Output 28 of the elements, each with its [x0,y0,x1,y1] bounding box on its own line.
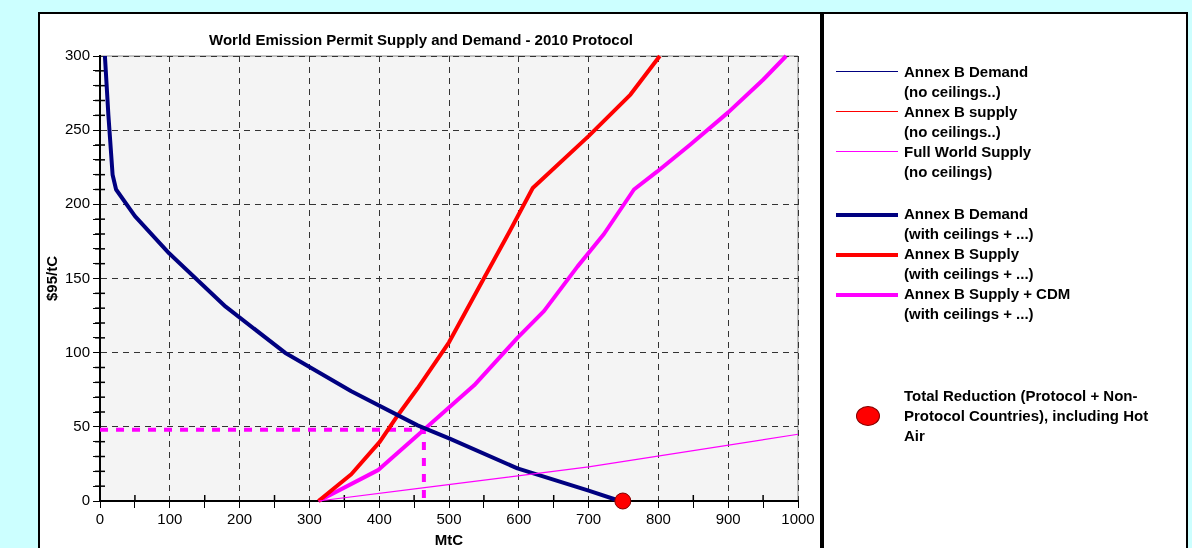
x-axis-title: MtC [434,531,464,548]
legend-label: Total Reduction (Protocol + Non-Protocol Countries), including Hot Air [904,386,1150,446]
x-tick-label: 800 [645,510,671,528]
chart-title: World Emission Permit Supply and Demand - 2010 Protocol [209,31,633,49]
y-tick-label: 200 [65,194,91,212]
y-tick-label: 150 [65,268,91,286]
x-tick-label: 300 [296,510,322,528]
y-tick-label: 100 [65,342,91,360]
legend-label: Annex B Supply + CDM (with ceilings + ...) [904,284,1072,324]
y-axis-title: $95/tC [43,255,61,302]
x-tick-label: 200 [227,510,253,528]
y-tick-label: 300 [65,46,91,64]
x-tick-label: 400 [366,510,392,528]
y-tick-label: 0 [81,491,91,509]
legend-label: Annex B Demand (with ceilings + ...) [904,204,1035,244]
x-tick-label: 500 [436,510,462,528]
x-tick-label: 600 [506,510,532,528]
legend-label: Annex B supply (no ceilings..) [904,102,1019,142]
x-tick-label: 1000 [781,510,815,528]
y-tick-label: 50 [73,416,91,434]
legend-label: Annex B Demand (no ceilings..) [904,62,1030,102]
legend-label: Annex B Supply (with ceilings + ...) [904,244,1035,284]
legend-label: Full World Supply (no ceilings) [904,142,1033,182]
x-tick-label: 0 [95,510,105,528]
y-tick-label: 250 [65,120,91,138]
x-tick-label: 900 [715,510,741,528]
x-tick-label: 100 [157,510,183,528]
x-tick-label: 700 [576,510,602,528]
